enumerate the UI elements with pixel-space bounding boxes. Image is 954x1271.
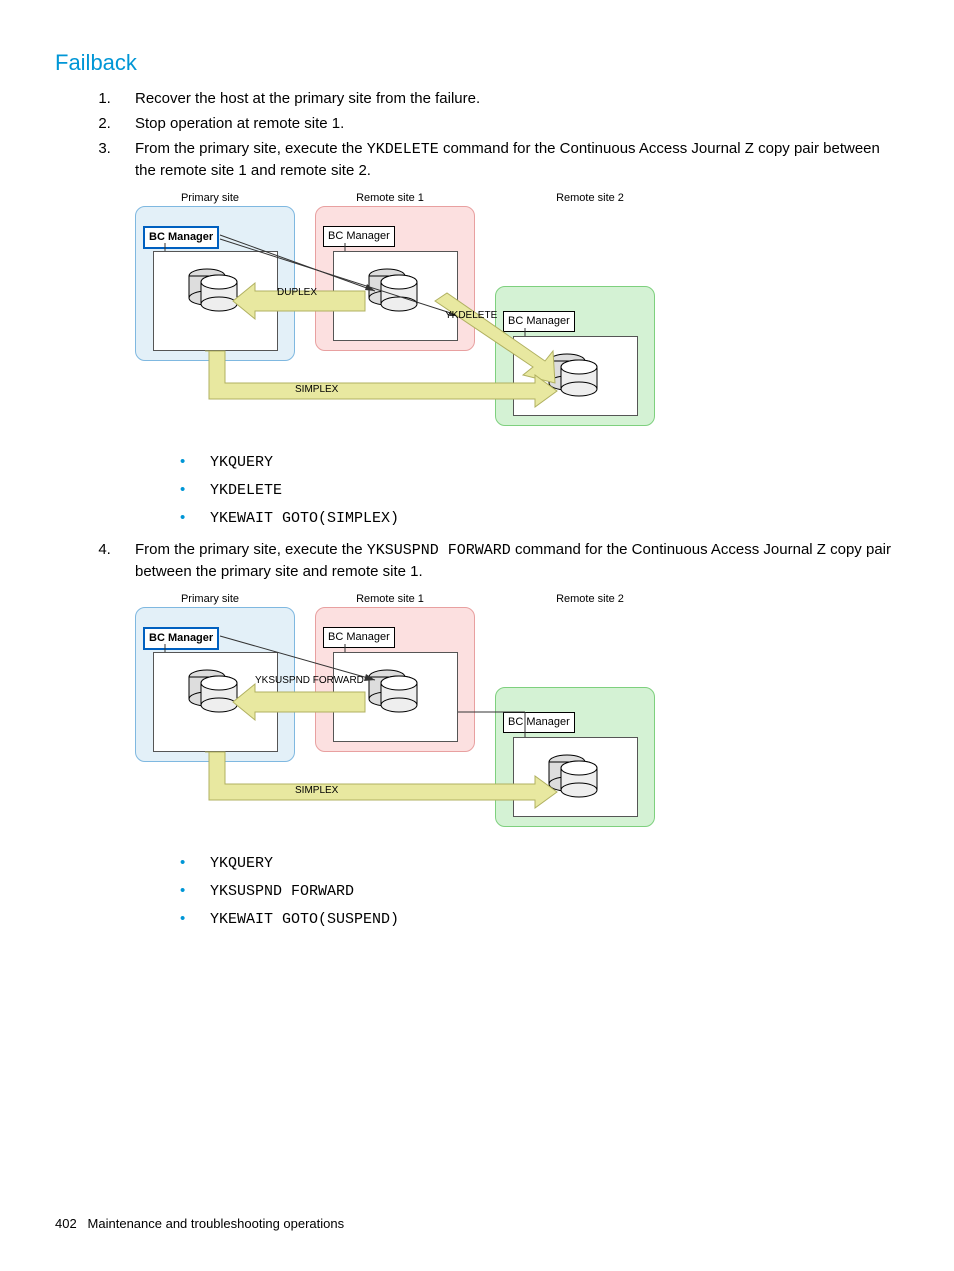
cmd-item: YKEWAIT GOTO(SIMPLEX) [180, 507, 899, 529]
ordered-steps: Recover the host at the primary site fro… [115, 88, 899, 930]
step-3-cmd: YKDELETE [367, 141, 439, 158]
diagram-1: Primary site Remote site 1 Remote site 2… [135, 191, 899, 441]
label-ykdelete: YKDELETE [445, 309, 497, 323]
page-footer: 402 Maintenance and troubleshooting oper… [55, 1216, 344, 1231]
label-yksuspnd: YKSUSPND FORWARD [255, 674, 364, 688]
section-title: Failback [55, 50, 899, 76]
label-simplex: SIMPLEX [295, 784, 338, 798]
label-simplex: SIMPLEX [295, 383, 338, 397]
arrows-overlay [135, 191, 675, 441]
step-1: Recover the host at the primary site fro… [115, 88, 899, 109]
step-3: From the primary site, execute the YKDEL… [115, 138, 899, 529]
cmd-item: YKQUERY [180, 852, 899, 874]
step-4-cmd: YKSUSPND FORWARD [367, 542, 511, 559]
cmd-item: YKSUSPND FORWARD [180, 880, 899, 902]
arrows-overlay [135, 592, 675, 842]
step-2: Stop operation at remote site 1. [115, 113, 899, 134]
chapter-title: Maintenance and troubleshooting operatio… [88, 1216, 345, 1231]
step-4: From the primary site, execute the YKSUS… [115, 539, 899, 930]
diagram-2: Primary site Remote site 1 Remote site 2… [135, 592, 899, 842]
label-duplex: DUPLEX [277, 286, 317, 300]
page-number: 402 [55, 1216, 77, 1231]
cmd-item: YKEWAIT GOTO(SUSPEND) [180, 908, 899, 930]
step-3-text-a: From the primary site, execute the [135, 140, 367, 157]
command-list-2: YKQUERY YKSUSPND FORWARD YKEWAIT GOTO(SU… [180, 852, 899, 930]
command-list-1: YKQUERY YKDELETE YKEWAIT GOTO(SIMPLEX) [180, 451, 899, 529]
cmd-item: YKDELETE [180, 479, 899, 501]
step-4-text-a: From the primary site, execute the [135, 541, 367, 558]
cmd-item: YKQUERY [180, 451, 899, 473]
